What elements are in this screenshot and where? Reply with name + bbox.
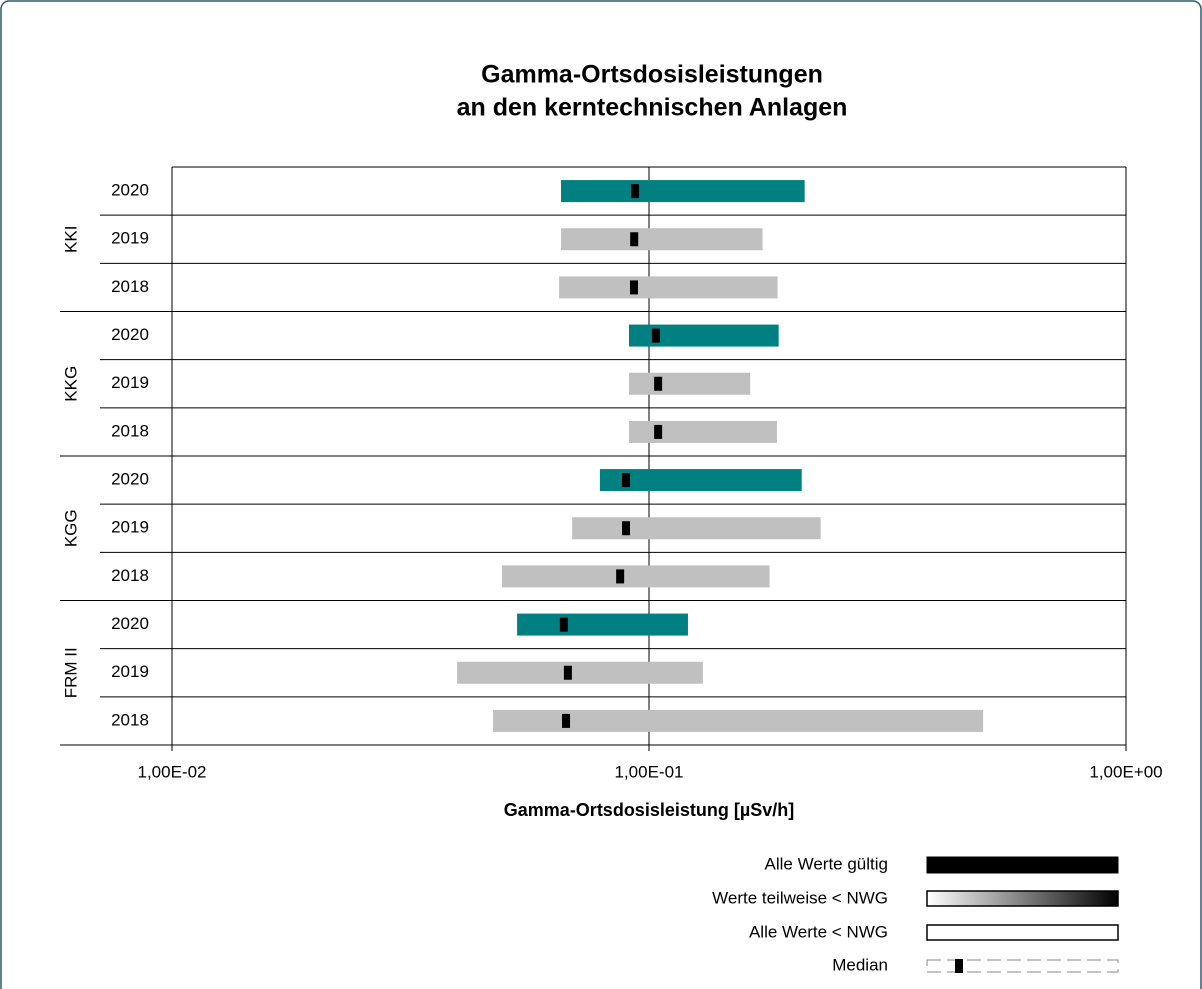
range-bar: [559, 276, 778, 299]
y-tick-label: 2018: [111, 421, 149, 440]
median-marker: [630, 232, 639, 247]
group-label: FRM II: [61, 647, 80, 698]
median-marker: [631, 184, 640, 199]
y-tick-label: 2020: [111, 470, 149, 489]
legend-swatch: [955, 959, 963, 973]
y-tick-label: 2020: [111, 325, 149, 344]
chart-title: an den kerntechnischen Anlagen: [457, 94, 848, 122]
y-tick-label: 2019: [111, 518, 149, 537]
x-tick-label: 1,00E-02: [138, 762, 207, 781]
median-marker: [622, 473, 631, 488]
y-tick-label: 2019: [111, 373, 149, 392]
y-tick-label: 2018: [111, 566, 149, 585]
median-marker: [562, 713, 571, 728]
y-tick-label: 2018: [111, 710, 149, 729]
legend-label: Median: [832, 955, 888, 974]
y-tick-label: 2019: [111, 229, 149, 248]
legend-swatch: [926, 959, 1119, 973]
group-label: KGG: [61, 509, 80, 547]
legend-label: Alle Werte gültig: [765, 854, 888, 873]
range-bar: [629, 420, 778, 443]
range-bar: [572, 517, 821, 540]
y-tick-label: 2019: [111, 662, 149, 681]
legend-label: Werte teilweise < NWG: [712, 888, 888, 907]
group-label: KKI: [61, 226, 80, 253]
range-bar: [599, 469, 802, 492]
median-marker: [622, 521, 631, 536]
range-bar: [561, 180, 805, 203]
median-marker: [616, 569, 625, 584]
range-bar: [629, 372, 751, 395]
median-marker: [654, 424, 663, 439]
y-tick-label: 2018: [111, 277, 149, 296]
y-tick-label: 2020: [111, 181, 149, 200]
x-tick-label: 1,00E-01: [615, 762, 684, 781]
y-tick-label: 2020: [111, 614, 149, 633]
legend-swatch: [926, 924, 1119, 941]
range-bar: [561, 228, 763, 251]
range-bar: [502, 565, 770, 588]
chart-title: Gamma-Ortsdosisleistungen: [481, 61, 823, 89]
median-marker: [651, 328, 660, 343]
legend-label: Alle Werte < NWG: [749, 922, 888, 941]
median-marker: [654, 376, 663, 391]
range-bar: [517, 613, 688, 636]
range-bar: [629, 324, 779, 347]
median-marker: [629, 280, 638, 295]
median-marker: [563, 665, 572, 680]
x-tick-label: 1,00E+00: [1089, 762, 1162, 781]
group-label: KKG: [61, 366, 80, 402]
legend-swatch: [926, 856, 1119, 874]
x-axis-label: Gamma-Ortsdosisleistung [µSv/h]: [504, 800, 794, 820]
range-bar: [493, 709, 984, 732]
median-marker: [559, 617, 568, 632]
legend-swatch: [926, 890, 1119, 907]
range-bar: [457, 661, 703, 684]
